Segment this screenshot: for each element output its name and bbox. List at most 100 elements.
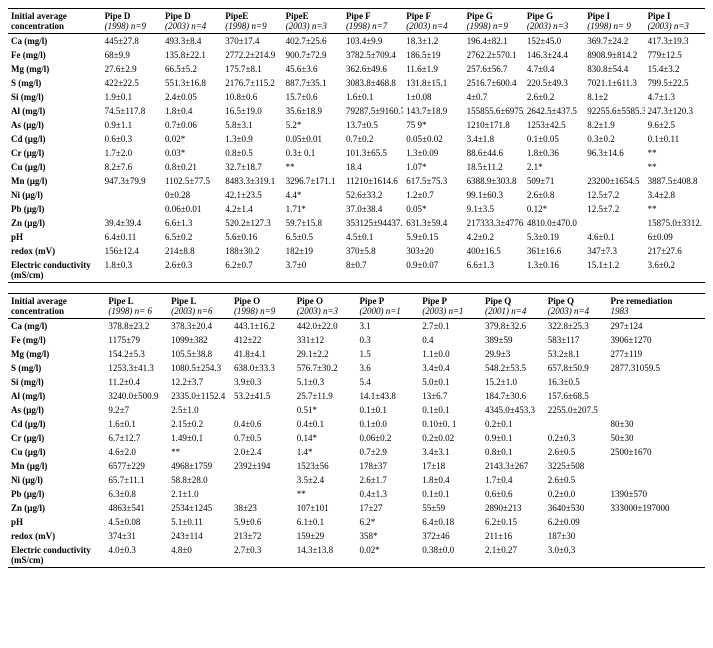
data-table-top: Initial average concentration Pipe D(199… (8, 8, 705, 283)
cell: 13.7±0.5 (343, 118, 403, 132)
table-row: Cd (µg/l)1.6±0.12.15±0.20.4±0.60.4±0.10.… (8, 417, 705, 431)
cell: 297±124 (608, 319, 705, 334)
cell: 10.8±0.6 (222, 90, 282, 104)
row-label: Zn (µg/l) (8, 501, 105, 515)
cell: ** (645, 202, 705, 216)
col-header: Pipe F(1998) n=7 (343, 9, 403, 34)
row-label: pH (8, 230, 102, 244)
cell: 1.3±0.09 (403, 146, 463, 160)
cell: 29.1±2.2 (294, 347, 357, 361)
cell: 4968±1759 (168, 459, 231, 473)
table-row: Cu (µg/l)8.2±7.60.8±0.2132.7±18.7**18.41… (8, 160, 705, 174)
cell: 92255.6±5585.3 (584, 104, 644, 118)
cell: 4810.0±470.0 (524, 216, 584, 230)
row-label: Pb (µg/l) (8, 487, 105, 501)
row-label: As (µg/l) (8, 118, 102, 132)
row-label: Cr (µg/l) (8, 146, 102, 160)
cell: 2890±213 (482, 501, 545, 515)
cell: 257.6±56.7 (464, 62, 524, 76)
cell: 5.1±0.3 (294, 375, 357, 389)
cell: 2877.31059.5 (608, 361, 705, 375)
col-header: Pre remediation1983 (608, 294, 705, 319)
cell: 0.1±0.11 (645, 132, 705, 146)
table-row: Ca (mg/l)445±27.8493.3±8.4370±17.4402.7±… (8, 34, 705, 49)
cell: 379.8±32.6 (482, 319, 545, 334)
cell: 0.1±0.1 (356, 403, 419, 417)
table-row: Ni (µg/l)65.7±11.158.8±28.03.5±2.42.6±1.… (8, 473, 705, 487)
cell: 362.6±49.6 (343, 62, 403, 76)
cell: 0.8±0.21 (162, 160, 222, 174)
cell: 29.9±3 (482, 347, 545, 361)
row-label: Mn (µg/l) (8, 459, 105, 473)
table-row: Al (mg/l)3240.0±500.92335.0±1152.453.2±4… (8, 389, 705, 403)
table-row: Fe (mg/l)68±9.9135.8±22.12772.2±214.9900… (8, 48, 705, 62)
table-row: pH4.5±0.085.1±0.115.9±0.66.1±0.16.2*6.4±… (8, 515, 705, 529)
cell: 3296.7±171.1 (283, 174, 343, 188)
cell: 0.4±1.3 (356, 487, 419, 501)
cell: 15875.0±3312. (645, 216, 705, 230)
cell (102, 202, 162, 216)
col-header: PipeE(2003) n=3 (283, 9, 343, 34)
cell: 2392±194 (231, 459, 294, 473)
cell: 0.9±1.1 (102, 118, 162, 132)
cell: 45.6±3.6 (283, 62, 343, 76)
cell: 3.0±0.3 (545, 543, 608, 568)
cell: 374±31 (105, 529, 168, 543)
cell: 79287.5±9160.7 (343, 104, 403, 118)
cell: 2.7±0.3 (231, 543, 294, 568)
row-label: pH (8, 515, 105, 529)
cell: 5.3±0.19 (524, 230, 584, 244)
cell: 8±0.7 (343, 258, 403, 283)
cell (608, 543, 705, 568)
cell (545, 417, 608, 431)
cell: 417.3±19.3 (645, 34, 705, 49)
row-label: Pb (µg/l) (8, 202, 102, 216)
cell: 3906±1270 (608, 333, 705, 347)
cell: 5.0±0.1 (419, 375, 482, 389)
table-body-bottom: Ca (mg/l)378.8±23.2378.3±20.4443.1±16.24… (8, 319, 705, 568)
table-row: Mg (mg/l)154.2±5.3105.5±38.841.8±4.129.1… (8, 347, 705, 361)
data-table-bottom: Initial average concentration Pipe L(199… (8, 293, 705, 568)
cell: 3782.5±709.4 (343, 48, 403, 62)
cell: 1523±56 (294, 459, 357, 473)
cell: 14.3±13.8 (294, 543, 357, 568)
cell: 2.1±0.27 (482, 543, 545, 568)
header-label-bottom: Initial average concentration (8, 294, 105, 319)
cell: 1.8±0.36 (524, 146, 584, 160)
cell: ** (294, 487, 357, 501)
cell: 369.7±24.2 (584, 34, 644, 49)
table-row: Pb (µg/l)0.06±0.014.2±1.41.71*37.0±38.40… (8, 202, 705, 216)
cell: 1.3±0.9 (222, 132, 282, 146)
cell: 42.1±23.5 (222, 188, 282, 202)
cell: 1253±42.5 (524, 118, 584, 132)
cell: 103.4±9.9 (343, 34, 403, 49)
cell: 8.1±2 (584, 90, 644, 104)
cell: 35.6±18.9 (283, 104, 343, 118)
cell (608, 459, 705, 473)
row-label: Cr (µg/l) (8, 431, 105, 445)
cell: 6577±229 (105, 459, 168, 473)
table-row: S (mg/l)1253.3±41.31080.5±254.3638.0±33.… (8, 361, 705, 375)
cell: 0.03* (162, 146, 222, 160)
cell: 322.8±25.3 (545, 319, 608, 334)
cell: 50±30 (608, 431, 705, 445)
cell: 5.6±0.16 (222, 230, 282, 244)
col-header: Pipe P(2003) n=1 (419, 294, 482, 319)
cell: 5.8±3.1 (222, 118, 282, 132)
cell: 152±45.0 (524, 34, 584, 49)
cell: 0.4 (419, 333, 482, 347)
row-label: Si (mg/l) (8, 375, 105, 389)
cell: 12.5±7.2 (584, 202, 644, 216)
cell: 947.3±79.9 (102, 174, 162, 188)
cell: 1.8±0.3 (102, 258, 162, 283)
cell: 445±27.8 (102, 34, 162, 49)
cell: 2255.0±207.5 (545, 403, 608, 417)
cell: 18.3±1.2 (403, 34, 463, 49)
col-header: Pipe F(2003) n=4 (403, 9, 463, 34)
cell: 6.4±0.18 (419, 515, 482, 529)
cell: 9.2±7 (105, 403, 168, 417)
cell: 4.2±1.4 (222, 202, 282, 216)
cell: 303±20 (403, 244, 463, 258)
cell: 1390±570 (608, 487, 705, 501)
cell: 1099±382 (168, 333, 231, 347)
